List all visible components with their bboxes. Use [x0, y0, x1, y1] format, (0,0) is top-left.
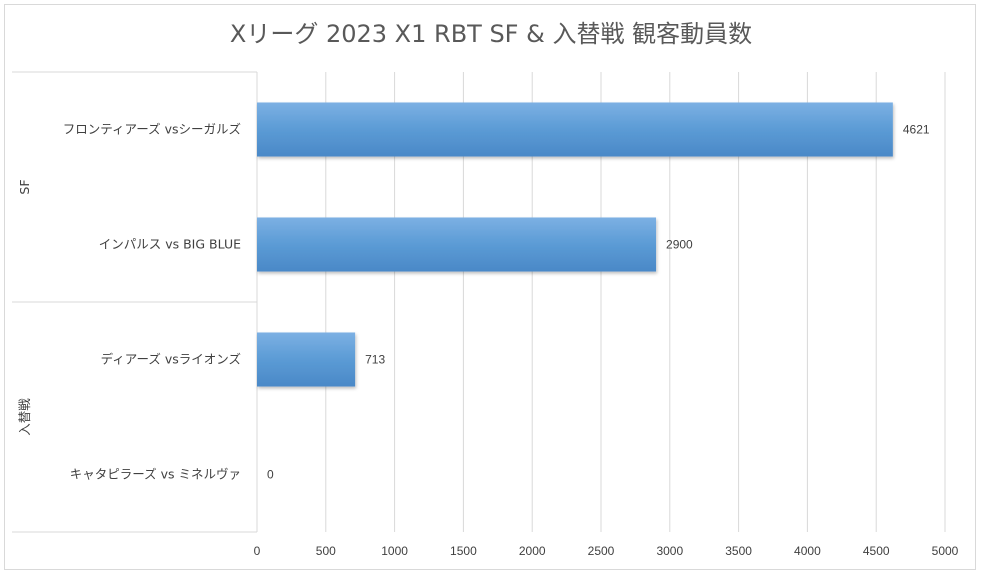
x-tick-label: 1500 — [450, 544, 477, 558]
category-label: キャタピラーズ vs ミネルヴァ — [70, 467, 241, 482]
chart-frame — [4, 4, 976, 570]
category-label: インパルス vs BIG BLUE — [99, 237, 241, 252]
data-label: 2900 — [666, 238, 693, 252]
x-tick-label: 2000 — [519, 544, 546, 558]
x-tick-label: 0 — [254, 544, 261, 558]
category-label: フロンティアーズ vsシーガルズ — [63, 122, 241, 137]
x-tick-label: 2500 — [588, 544, 615, 558]
labels: 0 500 1000 1500 2000 2500 3000 3500 4000 4500 5000… — [17, 122, 959, 559]
bar — [257, 102, 893, 157]
chart-title: Xリーグ 2023 X1 RBT SF & 入替戦 観客動員数 — [229, 20, 753, 48]
bar — [257, 332, 356, 387]
group-label: 入替戦 — [17, 398, 32, 436]
data-label: 4621 — [903, 123, 930, 137]
group-label: SF — [17, 179, 32, 194]
x-tick-label: 3500 — [725, 544, 752, 558]
data-label: 0 — [267, 468, 274, 482]
bar — [257, 217, 657, 272]
category-axis — [12, 71, 258, 533]
x-tick-label: 1000 — [381, 544, 408, 558]
bars — [257, 102, 893, 387]
data-label: 713 — [365, 353, 385, 367]
x-tick-label: 500 — [316, 544, 336, 558]
category-label: ディアーズ vsライオンズ — [101, 352, 241, 367]
x-tick-label: 5000 — [932, 544, 959, 558]
x-tick-label: 4500 — [863, 544, 890, 558]
x-tick-label: 3000 — [656, 544, 683, 558]
x-tick-label: 4000 — [794, 544, 821, 558]
